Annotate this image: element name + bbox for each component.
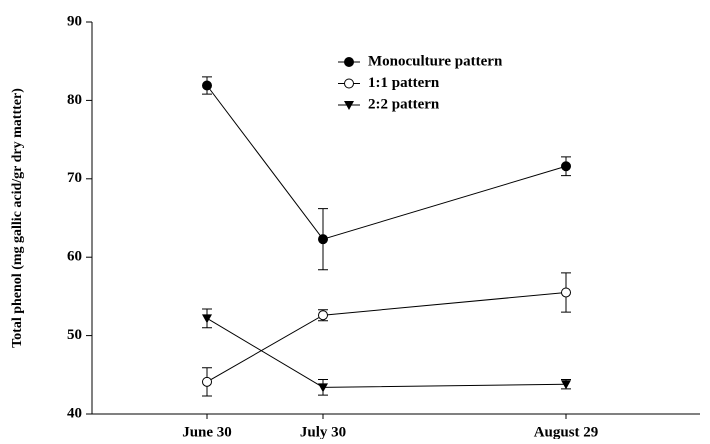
marker xyxy=(318,383,328,393)
legend-label: Monoculture pattern xyxy=(368,53,503,69)
marker xyxy=(202,314,212,324)
y-tick-label: 70 xyxy=(67,170,82,186)
x-tick-label: August 29 xyxy=(534,424,599,439)
marker xyxy=(561,161,571,172)
legend-marker xyxy=(344,78,354,89)
marker xyxy=(318,234,328,245)
marker xyxy=(561,287,571,298)
x-tick-label: June 30 xyxy=(182,424,232,439)
y-tick-label: 90 xyxy=(67,13,82,29)
marker xyxy=(561,380,571,390)
legend-label: 1:1 pattern xyxy=(368,75,440,91)
legend-label: 2:2 pattern xyxy=(368,96,440,112)
y-axis-label: Total phenol (mg gallic acid/gr dry matt… xyxy=(10,88,25,348)
x-tick-label: July 30 xyxy=(300,424,346,439)
y-tick-label: 60 xyxy=(67,249,82,265)
legend-marker xyxy=(344,101,354,110)
legend-marker xyxy=(344,57,354,67)
series-line xyxy=(206,317,567,388)
marker xyxy=(202,376,212,387)
y-tick-label: 80 xyxy=(67,92,82,108)
y-tick-label: 50 xyxy=(67,327,82,343)
marker xyxy=(202,80,212,91)
series-line xyxy=(206,291,567,383)
y-tick-label: 40 xyxy=(67,405,82,421)
marker xyxy=(318,310,328,321)
